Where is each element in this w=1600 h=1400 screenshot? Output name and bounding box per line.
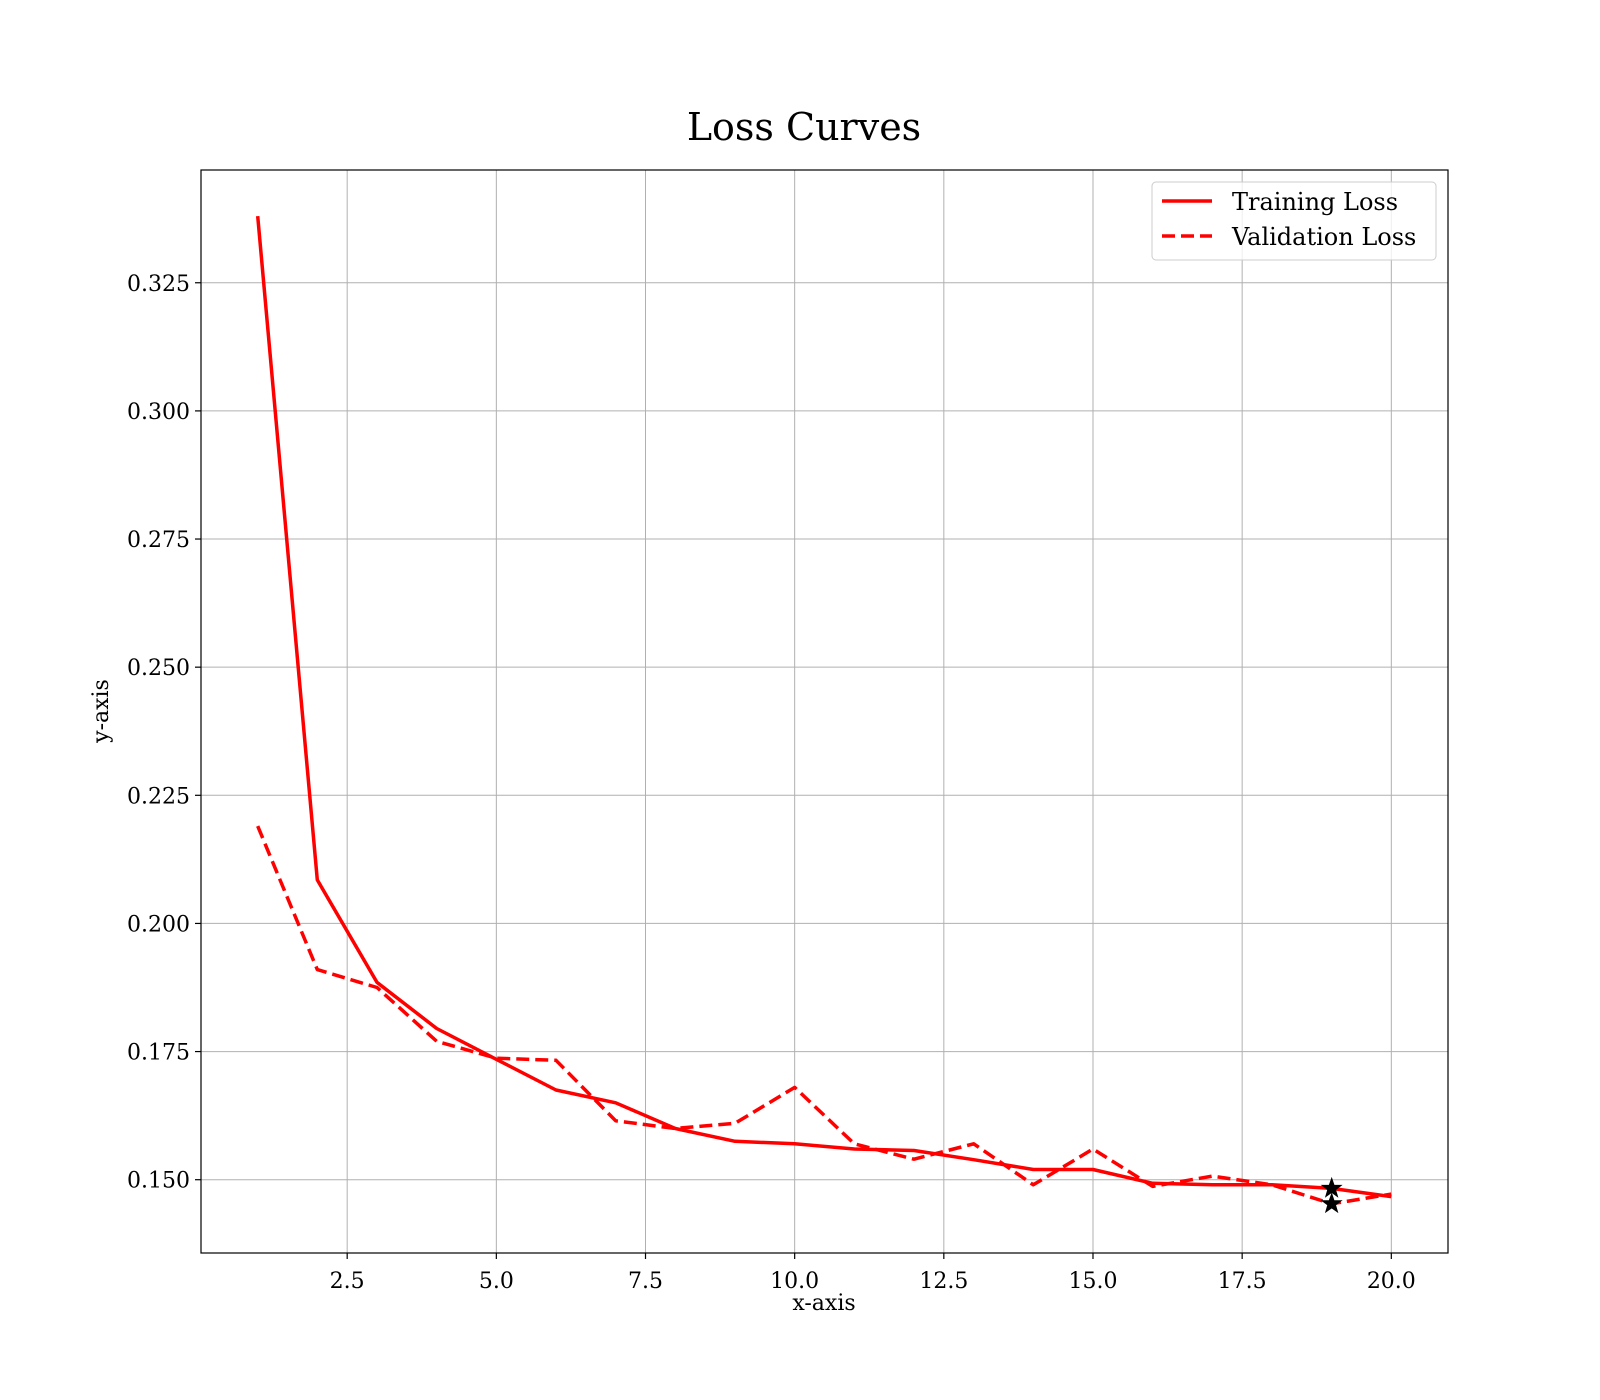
x-tick-label: 20.0: [1367, 1269, 1416, 1294]
y-axis-ticks: 0.150 0.175 0.200 0.225 0.250 0.275 0.300 0.325: [127, 272, 201, 1194]
y-tick-label: 0.250: [127, 656, 190, 681]
y-tick-label: 0.275: [127, 528, 190, 553]
y-tick-label: 0.225: [127, 784, 190, 809]
x-tick-label: 17.5: [1218, 1269, 1267, 1294]
legend-training-label: Training Loss: [1232, 188, 1398, 216]
y-tick-label: 0.300: [127, 400, 190, 425]
grid-lines: [201, 170, 1448, 1253]
series-lines: [255, 215, 1392, 1206]
x-axis-label: x-axis: [792, 1291, 855, 1316]
y-axis-label: y-axis: [89, 679, 114, 744]
chart-title: Loss Curves: [687, 105, 921, 149]
x-tick-label: 15.0: [1069, 1269, 1118, 1294]
y-tick-label: 0.325: [127, 272, 190, 297]
legend-box: [1151, 181, 1437, 261]
x-tick-label: 10.0: [770, 1269, 819, 1294]
x-tick-label: 7.5: [628, 1269, 663, 1294]
x-tick-label: 12.5: [919, 1269, 968, 1294]
x-axis-ticks: 2.5 5.0 7.5 10.0 12.5 15.0 17.5 20.0: [330, 1253, 1416, 1294]
training-loss-line: [255, 215, 1392, 1199]
validation-loss-line: [256, 825, 1392, 1206]
x-tick-label: 5.0: [479, 1269, 514, 1294]
y-tick-label: 0.175: [127, 1041, 190, 1066]
plot-area-frame: [200, 169, 1449, 1254]
legend-validation-label: Validation Loss: [1231, 223, 1416, 251]
star-marker: [1320, 1192, 1343, 1214]
y-tick-label: 0.200: [127, 912, 190, 937]
x-tick-label: 2.5: [330, 1269, 365, 1294]
y-tick-label: 0.150: [127, 1169, 190, 1194]
star-markers: [1320, 1176, 1343, 1214]
legend: Training Loss Validation Loss: [1151, 181, 1437, 261]
